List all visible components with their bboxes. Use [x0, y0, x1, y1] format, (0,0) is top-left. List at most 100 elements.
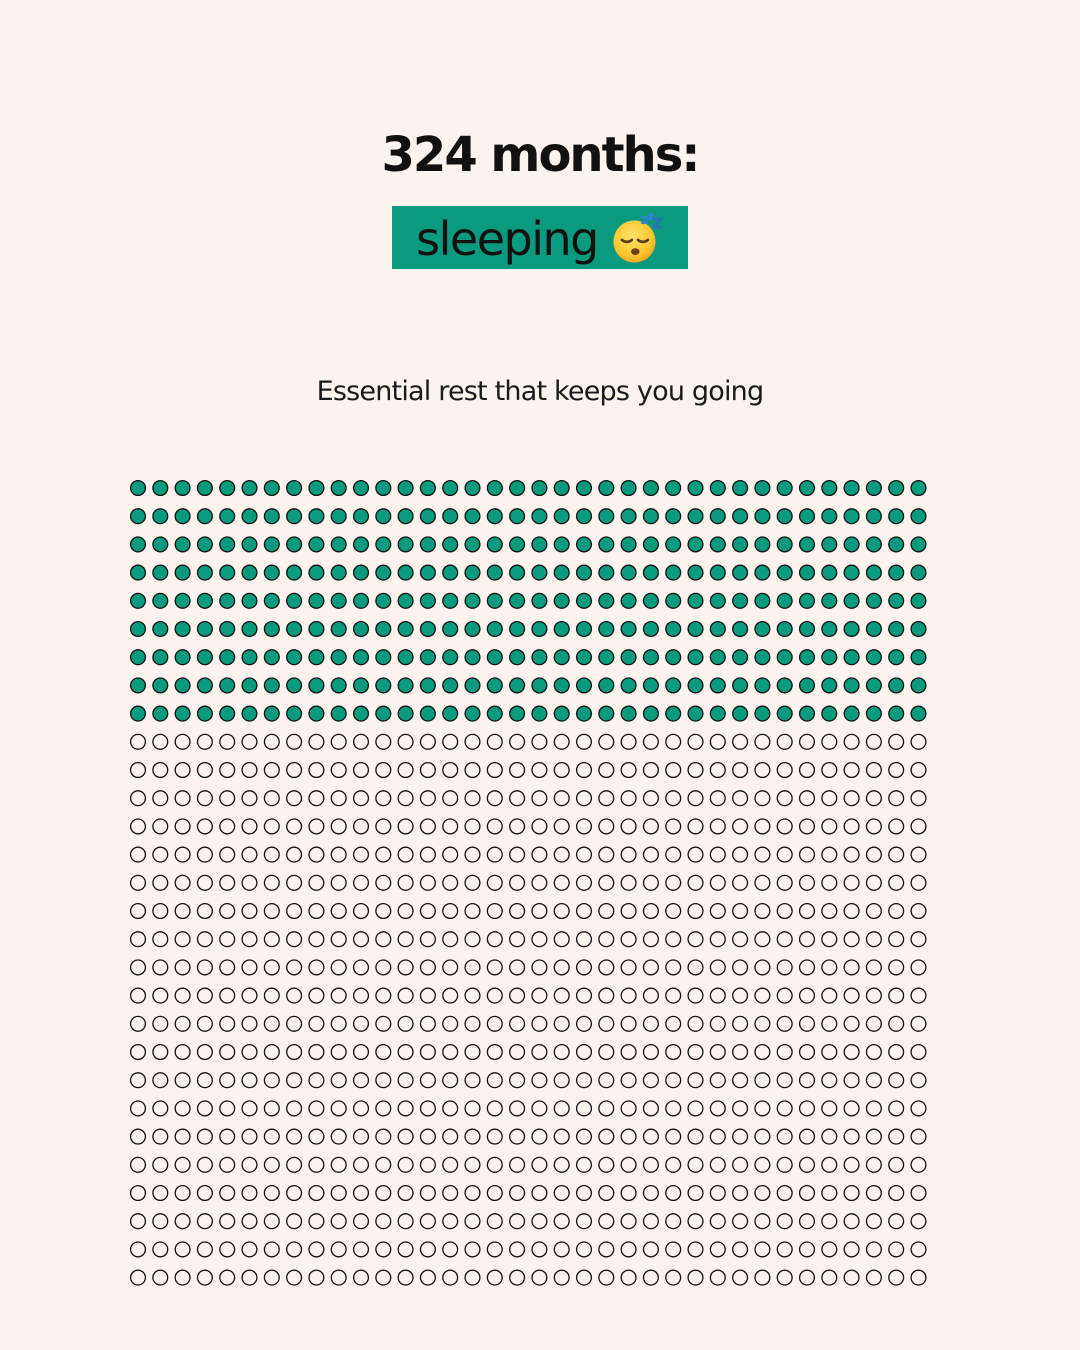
month-dot-empty: [174, 818, 191, 835]
month-dot-empty: [509, 1156, 526, 1173]
month-dot-empty: [330, 902, 347, 920]
month-dot-empty: [843, 1269, 860, 1286]
month-dot-empty: [687, 846, 704, 863]
month-dot-filled: [553, 705, 570, 722]
month-dot-filled: [553, 508, 570, 525]
month-dot-empty: [129, 1015, 147, 1032]
month-dot-empty: [129, 931, 147, 948]
month-dot-empty: [798, 1072, 816, 1089]
month-dot-filled: [352, 677, 370, 694]
month-dot-filled: [352, 620, 370, 638]
month-dot-empty: [486, 1043, 503, 1061]
month-dot-empty: [241, 846, 258, 863]
month-dot-filled: [732, 592, 749, 609]
month-dot-filled: [152, 479, 169, 497]
month-dot-empty: [442, 1043, 459, 1061]
month-dot-empty: [531, 818, 548, 835]
month-dot-empty: [575, 761, 593, 779]
month-dot-empty: [821, 733, 838, 750]
month-dot-filled: [219, 677, 236, 694]
month-dot-filled: [174, 479, 191, 497]
month-dot-filled: [330, 592, 347, 609]
month-dot-empty: [553, 1100, 570, 1117]
month-dot-empty: [464, 1015, 481, 1032]
month-dot-empty: [352, 1043, 370, 1061]
month-dot-empty: [286, 1072, 303, 1089]
month-dot-empty: [486, 733, 503, 750]
month-dot-empty: [129, 1072, 147, 1089]
month-dot-filled: [665, 564, 682, 581]
month-dot-empty: [665, 1213, 682, 1230]
month-dot-empty: [754, 1128, 771, 1145]
month-dot-filled: [798, 592, 816, 609]
month-dot-empty: [575, 1156, 593, 1173]
month-dot-filled: [665, 592, 682, 609]
month-dot-empty: [843, 1156, 860, 1173]
month-dot-empty: [620, 790, 637, 807]
month-dot-empty: [776, 761, 793, 779]
month-dot-empty: [286, 1128, 303, 1145]
month-dot-empty: [575, 1269, 593, 1286]
month-dot-filled: [665, 479, 682, 497]
month-dot-empty: [776, 1043, 793, 1061]
month-dot-empty: [709, 987, 726, 1004]
month-dot-empty: [821, 1043, 838, 1061]
month-dot-empty: [419, 1241, 436, 1258]
month-dot-filled: [754, 620, 771, 638]
month-dot-empty: [687, 959, 704, 976]
month-dot-empty: [642, 846, 659, 863]
month-dot-empty: [241, 1072, 258, 1089]
month-dot-empty: [575, 846, 593, 863]
month-dot-filled: [196, 620, 213, 638]
month-dot-filled: [129, 564, 147, 581]
month-dot-empty: [308, 761, 325, 779]
month-dot-empty: [152, 1184, 169, 1202]
month-dot-empty: [531, 846, 548, 863]
month-dot-empty: [910, 1269, 927, 1286]
month-dot-empty: [732, 818, 749, 835]
month-dot-empty: [152, 931, 169, 948]
month-dot-empty: [888, 931, 905, 948]
month-dot-empty: [442, 761, 459, 779]
month-dot-filled: [687, 508, 704, 525]
month-dot-empty: [397, 874, 414, 891]
month-dot-filled: [129, 620, 147, 638]
month-dot-filled: [174, 677, 191, 694]
month-dot-filled: [910, 508, 927, 525]
month-dot-empty: [152, 761, 169, 779]
month-dot-empty: [375, 733, 392, 750]
month-dot-empty: [397, 846, 414, 863]
month-dot-empty: [308, 874, 325, 891]
month-dot-empty: [263, 1100, 280, 1117]
month-dot-filled: [352, 536, 370, 553]
month-dot-empty: [196, 902, 213, 920]
month-dot-filled: [687, 564, 704, 581]
month-dot-empty: [553, 1156, 570, 1173]
month-dot-filled: [352, 705, 370, 722]
month-dot-filled: [509, 677, 526, 694]
month-dot-empty: [129, 874, 147, 891]
month-dot-filled: [174, 705, 191, 722]
month-dot-empty: [687, 987, 704, 1004]
month-dot-empty: [152, 1213, 169, 1230]
month-dot-empty: [352, 733, 370, 750]
month-dot-empty: [865, 1100, 882, 1117]
month-dot-filled: [665, 649, 682, 666]
month-dot-empty: [665, 931, 682, 948]
month-dot-empty: [754, 1072, 771, 1089]
month-dot-filled: [442, 592, 459, 609]
month-dot-empty: [152, 1156, 169, 1173]
month-dot-empty: [754, 1241, 771, 1258]
month-dot-empty: [442, 1128, 459, 1145]
month-dot-empty: [776, 1072, 793, 1089]
month-dot-filled: [129, 649, 147, 666]
month-dot-empty: [642, 1043, 659, 1061]
month-dot-empty: [620, 761, 637, 779]
month-dot-empty: [732, 1043, 749, 1061]
month-dot-empty: [732, 733, 749, 750]
month-dot-filled: [442, 564, 459, 581]
month-dot-empty: [196, 846, 213, 863]
month-dot-filled: [286, 536, 303, 553]
month-dot-filled: [330, 479, 347, 497]
month-dot-empty: [843, 1184, 860, 1202]
